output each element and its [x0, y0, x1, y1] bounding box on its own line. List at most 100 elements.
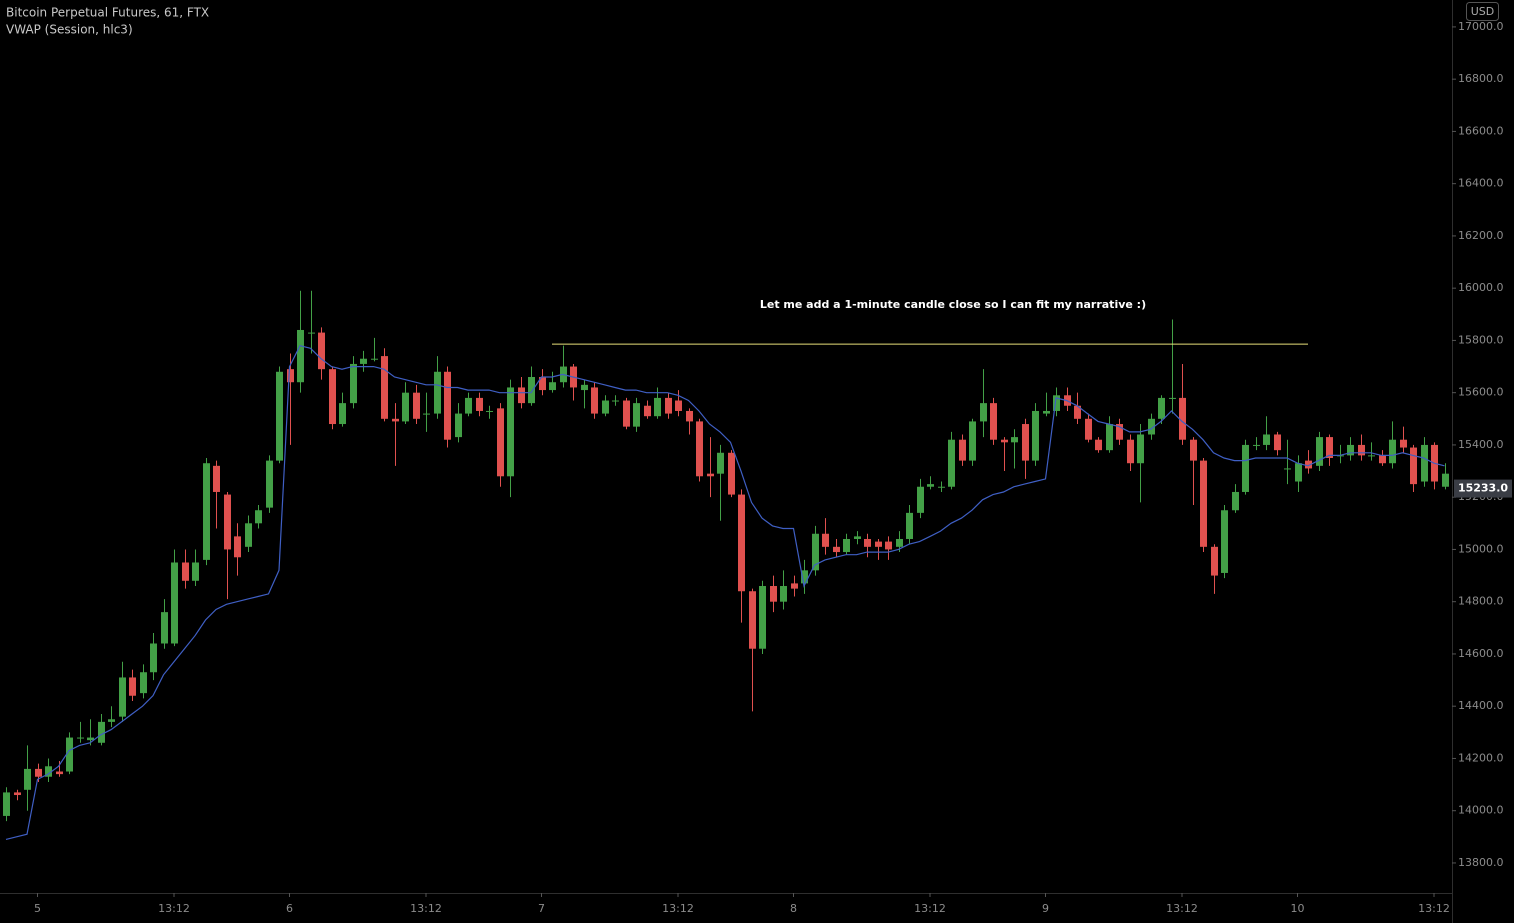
- candle-body: [66, 737, 73, 772]
- candle-body: [675, 400, 682, 411]
- candle-body: [917, 486, 924, 513]
- candle-body: [1043, 410, 1050, 414]
- currency-label[interactable]: USD: [1471, 5, 1495, 18]
- x-tick-label: 13:12: [158, 902, 190, 915]
- candle-body: [1274, 434, 1281, 451]
- candle-body: [371, 358, 378, 360]
- x-tick-label: 7: [538, 902, 545, 915]
- candle-body: [728, 452, 735, 495]
- candle-body: [1284, 468, 1291, 470]
- x-tick-label: 13:12: [1166, 902, 1198, 915]
- candle-body: [696, 421, 703, 477]
- currency-button[interactable]: [1466, 2, 1499, 21]
- candle-body: [3, 792, 10, 816]
- x-tick-label: 13:12: [914, 902, 946, 915]
- candle-body: [623, 400, 630, 427]
- candle-body: [234, 536, 241, 558]
- candle-body: [413, 392, 420, 419]
- candle-body: [434, 371, 441, 414]
- candle-body: [759, 586, 766, 649]
- candle-body: [1200, 460, 1207, 547]
- candle-body: [948, 439, 955, 487]
- candle-body: [938, 486, 945, 488]
- candle-body: [77, 737, 84, 739]
- candle-body: [266, 460, 273, 508]
- candle-body: [24, 768, 31, 790]
- candle-body: [833, 546, 840, 553]
- candle-body: [402, 392, 409, 422]
- candle-body: [45, 766, 52, 777]
- indicator-label: VWAP (Session, hlc3): [6, 23, 133, 37]
- candle-body: [1022, 424, 1029, 461]
- candle-body: [875, 541, 882, 547]
- candle-body: [339, 403, 346, 425]
- x-tick-label: 6: [286, 902, 293, 915]
- candle-body: [192, 562, 199, 581]
- candle-body: [1316, 437, 1323, 466]
- candle-body: [161, 612, 168, 644]
- y-tick-label: 14200.0: [1458, 751, 1504, 764]
- candle-body: [56, 771, 63, 775]
- candle-body: [969, 421, 976, 461]
- annotation-text: Let me add a 1-minute candle close so I …: [760, 298, 1146, 311]
- y-tick-label: 14000.0: [1458, 804, 1504, 817]
- x-tick-label: 10: [1291, 902, 1305, 915]
- candle-body: [791, 583, 798, 589]
- candle-body: [476, 397, 483, 411]
- candle-body: [780, 586, 787, 602]
- y-tick-label: 13800.0: [1458, 856, 1504, 869]
- candle-body: [633, 403, 640, 427]
- plot-area: [3, 290, 1449, 840]
- candle-body: [203, 463, 210, 560]
- candle-body: [896, 538, 903, 547]
- candle-body: [381, 356, 388, 419]
- candle-body: [1190, 439, 1197, 461]
- last-price-box: [1454, 479, 1512, 498]
- candle-body: [1253, 444, 1260, 446]
- candle-body: [518, 387, 525, 404]
- candle-body: [129, 677, 136, 696]
- candle-body: [507, 387, 514, 477]
- candle-body: [245, 523, 252, 547]
- candle-body: [171, 562, 178, 644]
- candle-body: [707, 473, 714, 477]
- candle-body: [581, 384, 588, 391]
- candle-body: [276, 371, 283, 461]
- candle-body: [392, 418, 399, 422]
- y-tick-label: 16600.0: [1458, 124, 1504, 137]
- candle-body: [360, 358, 367, 364]
- candle-body: [1347, 444, 1354, 456]
- candle-body: [423, 413, 430, 415]
- x-tick-label: 13:12: [410, 902, 442, 915]
- y-tick-label: 15800.0: [1458, 333, 1504, 346]
- candle-body: [990, 403, 997, 440]
- y-tick-label: 16800.0: [1458, 72, 1504, 85]
- candle-body: [350, 363, 357, 404]
- candle-body: [854, 536, 861, 539]
- candle-body: [1032, 410, 1039, 461]
- candle-body: [224, 494, 231, 550]
- candle-body: [843, 538, 850, 553]
- candle-body: [686, 410, 693, 422]
- candle-body: [1263, 434, 1270, 445]
- candle-body: [1389, 439, 1396, 464]
- candle-body: [801, 570, 808, 584]
- x-tick-label: 5: [34, 902, 41, 915]
- chart-title: Bitcoin Perpetual Futures, 61, FTX: [6, 6, 209, 20]
- candle-body: [1358, 444, 1365, 456]
- y-tick-label: 14600.0: [1458, 647, 1504, 660]
- candle-body: [1179, 397, 1186, 440]
- candle-body: [465, 397, 472, 414]
- candle-body: [959, 439, 966, 461]
- x-tick-label: 9: [1042, 902, 1049, 915]
- candle-body: [864, 538, 871, 547]
- last-price-label: 15233.0: [1458, 482, 1508, 495]
- candle-body: [528, 377, 535, 404]
- candle-body: [738, 494, 745, 592]
- candle-body: [654, 397, 661, 417]
- candle-body: [1211, 546, 1218, 576]
- candle-body: [150, 643, 157, 673]
- y-tick-label: 16200.0: [1458, 229, 1504, 242]
- candle-body: [612, 400, 619, 402]
